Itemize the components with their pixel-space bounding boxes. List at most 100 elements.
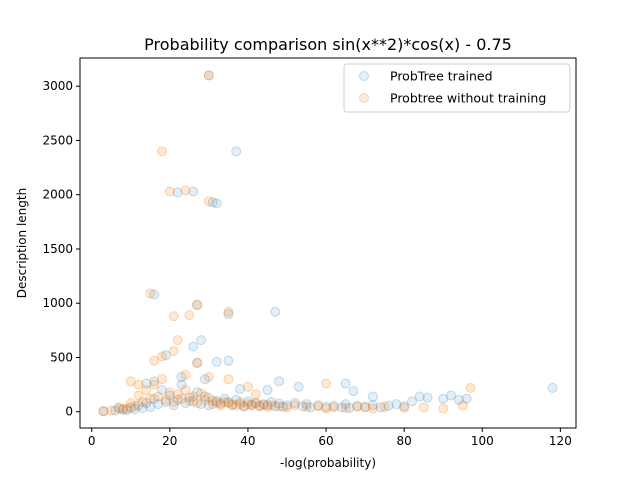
points-layer — [98, 70, 558, 417]
point-series0-65 — [422, 392, 433, 403]
point-series1-40 — [262, 401, 273, 412]
point-series0-92 — [231, 146, 242, 157]
point-series1-51 — [360, 402, 371, 413]
point-series0-29 — [219, 393, 230, 404]
point-series0-61 — [391, 399, 402, 410]
point-series0-82 — [293, 381, 304, 392]
y-tick-label-2500: 2500 — [42, 133, 73, 147]
point-series1-0 — [98, 406, 109, 417]
point-series1-29 — [219, 396, 230, 407]
point-series0-27 — [211, 397, 222, 408]
point-series0-7 — [133, 400, 144, 411]
x-tick-label-80: 80 — [397, 434, 412, 448]
point-series0-13 — [157, 385, 168, 396]
point-series0-80 — [262, 385, 273, 396]
plot-frame — [79, 57, 577, 429]
point-series0-97 — [192, 300, 203, 311]
point-series1-32 — [231, 400, 242, 411]
point-series1-3 — [117, 404, 128, 415]
point-series0-30 — [223, 396, 234, 407]
point-series1-76 — [145, 288, 156, 299]
point-series0-96 — [203, 70, 214, 81]
point-series1-64 — [172, 335, 183, 346]
point-series0-73 — [160, 350, 171, 361]
point-series0-11 — [149, 393, 160, 404]
point-series0-63 — [406, 396, 417, 407]
point-series1-18 — [176, 393, 187, 404]
point-series0-16 — [168, 400, 179, 411]
point-series1-31 — [227, 399, 238, 410]
point-series0-57 — [360, 401, 371, 412]
point-series0-21 — [188, 396, 199, 407]
point-series1-60 — [133, 379, 144, 390]
point-series0-52 — [328, 400, 339, 411]
point-series0-54 — [340, 399, 351, 410]
point-series0-46 — [289, 398, 300, 409]
point-series0-12 — [153, 399, 164, 410]
point-series0-78 — [223, 355, 234, 366]
point-series0-44 — [278, 401, 289, 412]
point-series0-14 — [160, 396, 171, 407]
point-series1-45 — [301, 401, 312, 412]
point-series1-22 — [192, 398, 203, 409]
x-tick-label-100: 100 — [471, 434, 494, 448]
point-series1-74 — [180, 185, 191, 196]
point-series0-76 — [199, 374, 210, 385]
point-series0-94 — [223, 309, 234, 320]
point-series1-65 — [180, 369, 191, 380]
y-tick-label-500: 500 — [50, 350, 73, 364]
point-series1-12 — [153, 391, 164, 402]
point-series0-93 — [149, 289, 160, 300]
y-axis-label: Description length — [15, 188, 29, 298]
point-series0-10 — [145, 401, 156, 412]
point-series1-56 — [438, 403, 449, 414]
chart-title: Probability comparison sin(x**2)*cos(x) … — [144, 35, 512, 54]
point-series0-5 — [125, 402, 136, 413]
point-series0-2 — [114, 403, 125, 414]
point-series0-88 — [172, 187, 183, 198]
point-series0-18 — [176, 379, 187, 390]
x-axis-label: -log(probability) — [280, 456, 376, 470]
point-series1-38 — [254, 401, 265, 412]
point-series1-35 — [242, 399, 253, 410]
point-series0-79 — [235, 383, 246, 394]
point-series1-63 — [168, 345, 179, 356]
point-series0-53 — [336, 402, 347, 413]
point-series1-8 — [137, 396, 148, 407]
y-tick-label-2000: 2000 — [42, 188, 73, 202]
point-series1-52 — [367, 403, 378, 414]
y-tick-label-3000: 3000 — [42, 79, 73, 93]
point-series1-19 — [180, 385, 191, 396]
point-series0-58 — [367, 400, 378, 411]
point-series1-58 — [465, 382, 476, 393]
y-axis: 0 500 1000 1500 2000 2500 3000 — [42, 79, 80, 419]
x-tick-label-40: 40 — [240, 434, 255, 448]
point-series1-49 — [340, 402, 351, 413]
point-series0-24 — [199, 391, 210, 402]
point-series1-70 — [250, 389, 261, 400]
point-series0-31 — [227, 400, 238, 411]
point-series1-68 — [223, 374, 234, 385]
point-series0-43 — [274, 398, 285, 409]
point-series0-26 — [207, 395, 218, 406]
point-series1-27 — [211, 395, 222, 406]
point-series0-60 — [383, 400, 394, 411]
point-series1-79 — [223, 306, 234, 317]
point-series0-90 — [207, 197, 218, 208]
point-series0-47 — [297, 401, 308, 412]
point-series0-42 — [270, 401, 281, 412]
point-series1-39 — [258, 399, 269, 410]
point-series0-6 — [129, 404, 140, 415]
point-series0-25 — [203, 400, 214, 411]
point-series1-43 — [281, 402, 292, 413]
point-series1-4 — [121, 403, 132, 414]
point-series1-10 — [145, 393, 156, 404]
point-series1-1 — [106, 405, 117, 416]
point-series1-80 — [184, 310, 195, 321]
point-series0-75 — [192, 357, 203, 368]
point-series1-2 — [114, 402, 125, 413]
point-series0-1 — [110, 405, 121, 416]
point-series1-24 — [199, 394, 210, 405]
point-series0-15 — [164, 390, 175, 401]
legend-box — [343, 63, 571, 113]
